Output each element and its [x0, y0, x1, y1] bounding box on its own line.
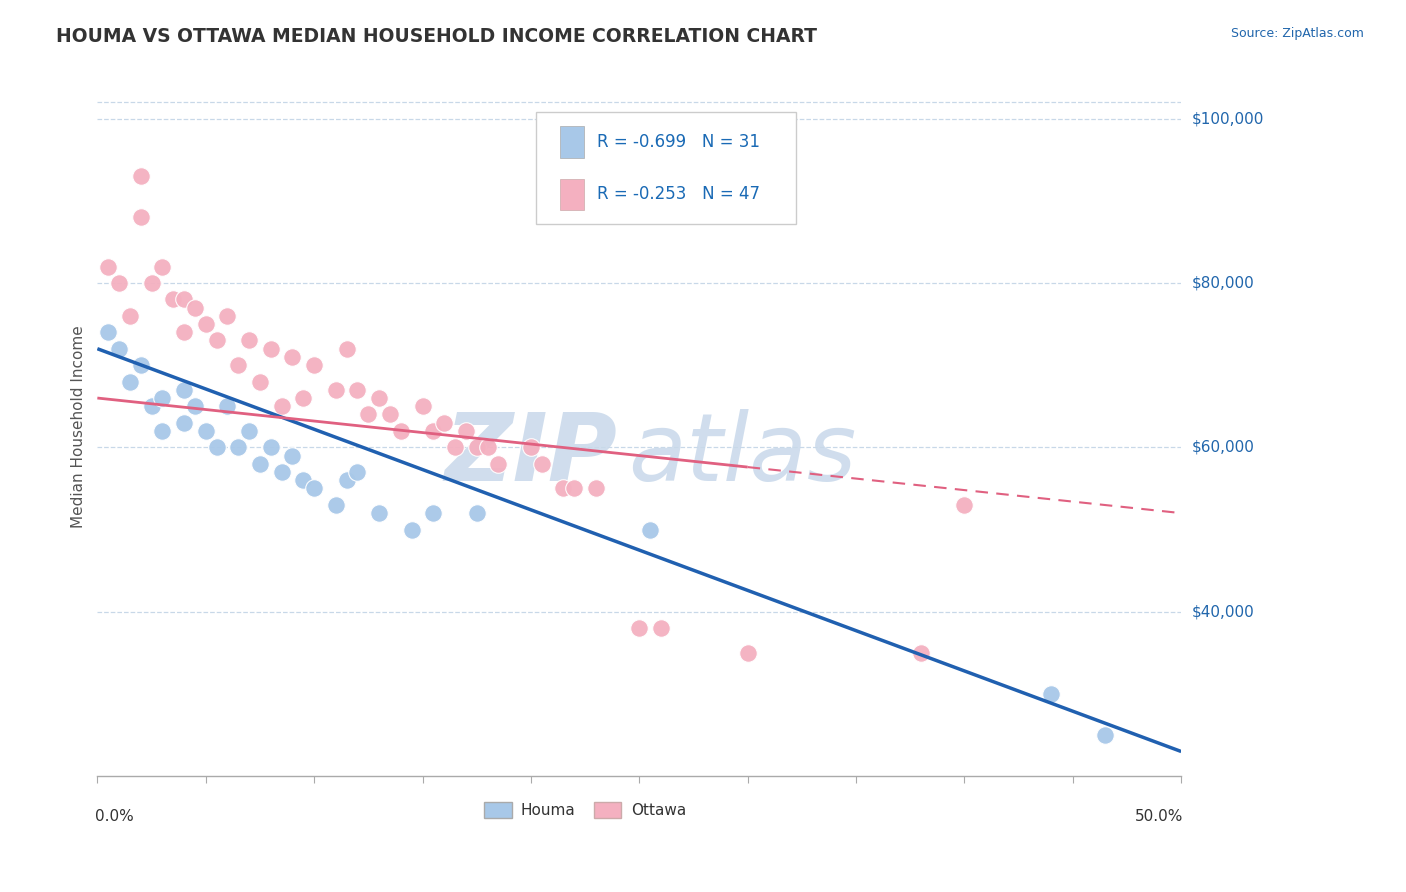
- Point: [162, 293, 184, 307]
- Text: R = -0.699   N = 31: R = -0.699 N = 31: [598, 133, 761, 151]
- Text: 0.0%: 0.0%: [96, 809, 134, 824]
- Point: [325, 383, 347, 397]
- Text: $60,000: $60,000: [1192, 440, 1256, 455]
- Text: 50.0%: 50.0%: [1135, 809, 1184, 824]
- Point: [150, 424, 173, 438]
- Point: [173, 325, 195, 339]
- Point: [217, 399, 239, 413]
- Point: [173, 293, 195, 307]
- Point: [249, 457, 271, 471]
- Point: [444, 441, 467, 455]
- Point: [249, 375, 271, 389]
- Text: atlas: atlas: [628, 409, 856, 500]
- Point: [281, 449, 304, 463]
- Text: Source: ZipAtlas.com: Source: ZipAtlas.com: [1230, 27, 1364, 40]
- Point: [302, 358, 325, 372]
- Text: HOUMA VS OTTAWA MEDIAN HOUSEHOLD INCOME CORRELATION CHART: HOUMA VS OTTAWA MEDIAN HOUSEHOLD INCOME …: [56, 27, 817, 45]
- Point: [346, 465, 368, 479]
- Bar: [560, 178, 583, 211]
- Point: [118, 375, 141, 389]
- Point: [553, 482, 575, 496]
- Point: [217, 309, 239, 323]
- Point: [336, 342, 359, 356]
- Point: [562, 482, 585, 496]
- Point: [325, 498, 347, 512]
- Text: $100,000: $100,000: [1192, 111, 1264, 126]
- Point: [389, 424, 412, 438]
- Point: [530, 457, 553, 471]
- Point: [238, 334, 260, 348]
- Point: [585, 482, 607, 496]
- Point: [260, 342, 283, 356]
- Point: [184, 399, 207, 413]
- Point: [454, 424, 477, 438]
- Point: [226, 441, 249, 455]
- Point: [357, 408, 380, 422]
- Point: [401, 523, 423, 537]
- Point: [953, 498, 976, 512]
- Text: R = -0.253   N = 47: R = -0.253 N = 47: [598, 186, 761, 203]
- Y-axis label: Median Household Income: Median Household Income: [72, 326, 86, 528]
- Point: [465, 441, 488, 455]
- Point: [184, 301, 207, 315]
- Text: $80,000: $80,000: [1192, 276, 1254, 291]
- Point: [150, 391, 173, 405]
- Point: [194, 424, 217, 438]
- Point: [302, 482, 325, 496]
- Point: [737, 646, 759, 660]
- Point: [173, 383, 195, 397]
- Point: [486, 457, 509, 471]
- Point: [238, 424, 260, 438]
- Point: [422, 424, 444, 438]
- Point: [368, 391, 391, 405]
- Point: [141, 399, 163, 413]
- Point: [129, 358, 152, 372]
- Legend: Houma, Ottawa: Houma, Ottawa: [478, 797, 692, 824]
- Point: [650, 621, 672, 635]
- Point: [150, 260, 173, 274]
- FancyBboxPatch shape: [536, 112, 796, 224]
- Bar: [560, 127, 583, 158]
- Text: $40,000: $40,000: [1192, 604, 1254, 619]
- Point: [910, 646, 932, 660]
- Point: [97, 260, 120, 274]
- Point: [1040, 687, 1063, 701]
- Point: [628, 621, 651, 635]
- Point: [129, 169, 152, 183]
- Point: [292, 473, 315, 487]
- Point: [1094, 728, 1116, 742]
- Point: [108, 342, 131, 356]
- Point: [281, 350, 304, 364]
- Point: [378, 408, 401, 422]
- Point: [477, 441, 499, 455]
- Point: [108, 276, 131, 290]
- Point: [270, 399, 292, 413]
- Point: [194, 317, 217, 331]
- Point: [173, 416, 195, 430]
- Point: [368, 506, 391, 520]
- Point: [260, 441, 283, 455]
- Point: [422, 506, 444, 520]
- Point: [129, 210, 152, 224]
- Point: [520, 441, 543, 455]
- Point: [270, 465, 292, 479]
- Point: [336, 473, 359, 487]
- Point: [346, 383, 368, 397]
- Point: [638, 523, 661, 537]
- Point: [411, 399, 433, 413]
- Text: ZIP: ZIP: [444, 409, 617, 500]
- Point: [118, 309, 141, 323]
- Point: [205, 441, 228, 455]
- Point: [97, 325, 120, 339]
- Point: [141, 276, 163, 290]
- Point: [433, 416, 456, 430]
- Point: [465, 506, 488, 520]
- Point: [205, 334, 228, 348]
- Point: [292, 391, 315, 405]
- Point: [226, 358, 249, 372]
